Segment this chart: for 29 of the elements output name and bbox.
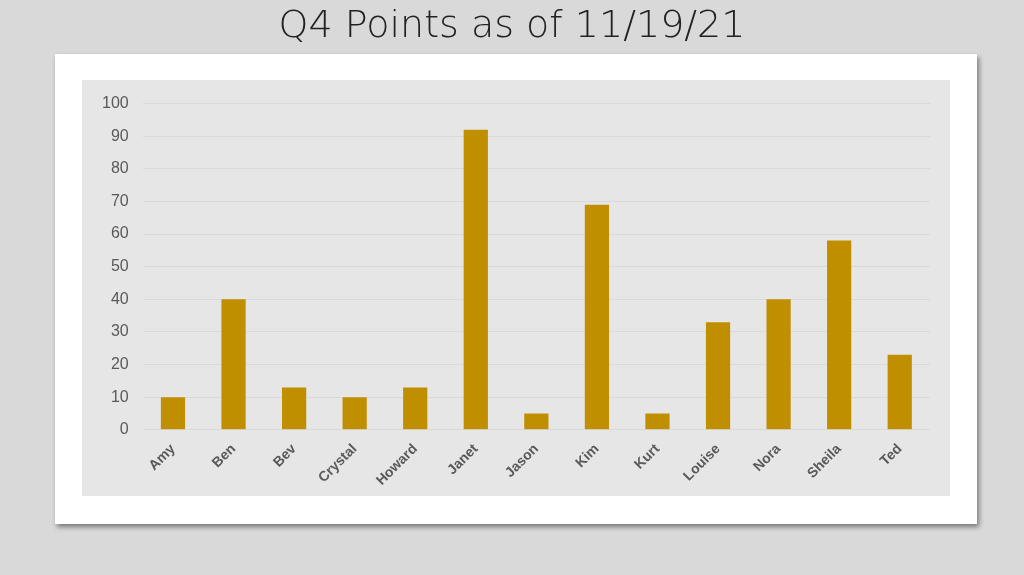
y-tick-label: 30 xyxy=(110,322,129,340)
bar xyxy=(221,299,246,430)
y-tick-label: 80 xyxy=(110,159,129,177)
bar xyxy=(463,129,488,430)
bar xyxy=(584,204,610,430)
y-tick-label: 50 xyxy=(110,257,129,275)
y-tick-label: 10 xyxy=(110,387,129,405)
bar xyxy=(887,354,912,430)
y-tick-label: 60 xyxy=(110,224,129,242)
bar xyxy=(827,240,852,430)
bar xyxy=(160,397,186,430)
x-tick-label: Bev xyxy=(269,440,300,470)
y-tick-label: 100 xyxy=(101,94,129,112)
x-tick-label: Ben xyxy=(208,440,239,471)
x-tick-label: Kim xyxy=(571,440,602,471)
y-tick-label: 20 xyxy=(110,354,129,372)
y-tick-label: 70 xyxy=(110,191,129,209)
bar xyxy=(403,387,428,430)
chart-title: Q4 Points as of 11/19/21 xyxy=(277,2,747,46)
bar xyxy=(342,397,367,430)
bar xyxy=(524,413,549,430)
bar xyxy=(705,322,731,430)
bar xyxy=(766,299,791,430)
y-tick-label: 40 xyxy=(110,289,129,307)
bar xyxy=(645,413,670,430)
y-tick-label: 90 xyxy=(110,126,129,144)
y-tick-label: 0 xyxy=(119,420,129,438)
bar xyxy=(281,387,307,430)
x-tick-label: Ted xyxy=(876,440,905,469)
